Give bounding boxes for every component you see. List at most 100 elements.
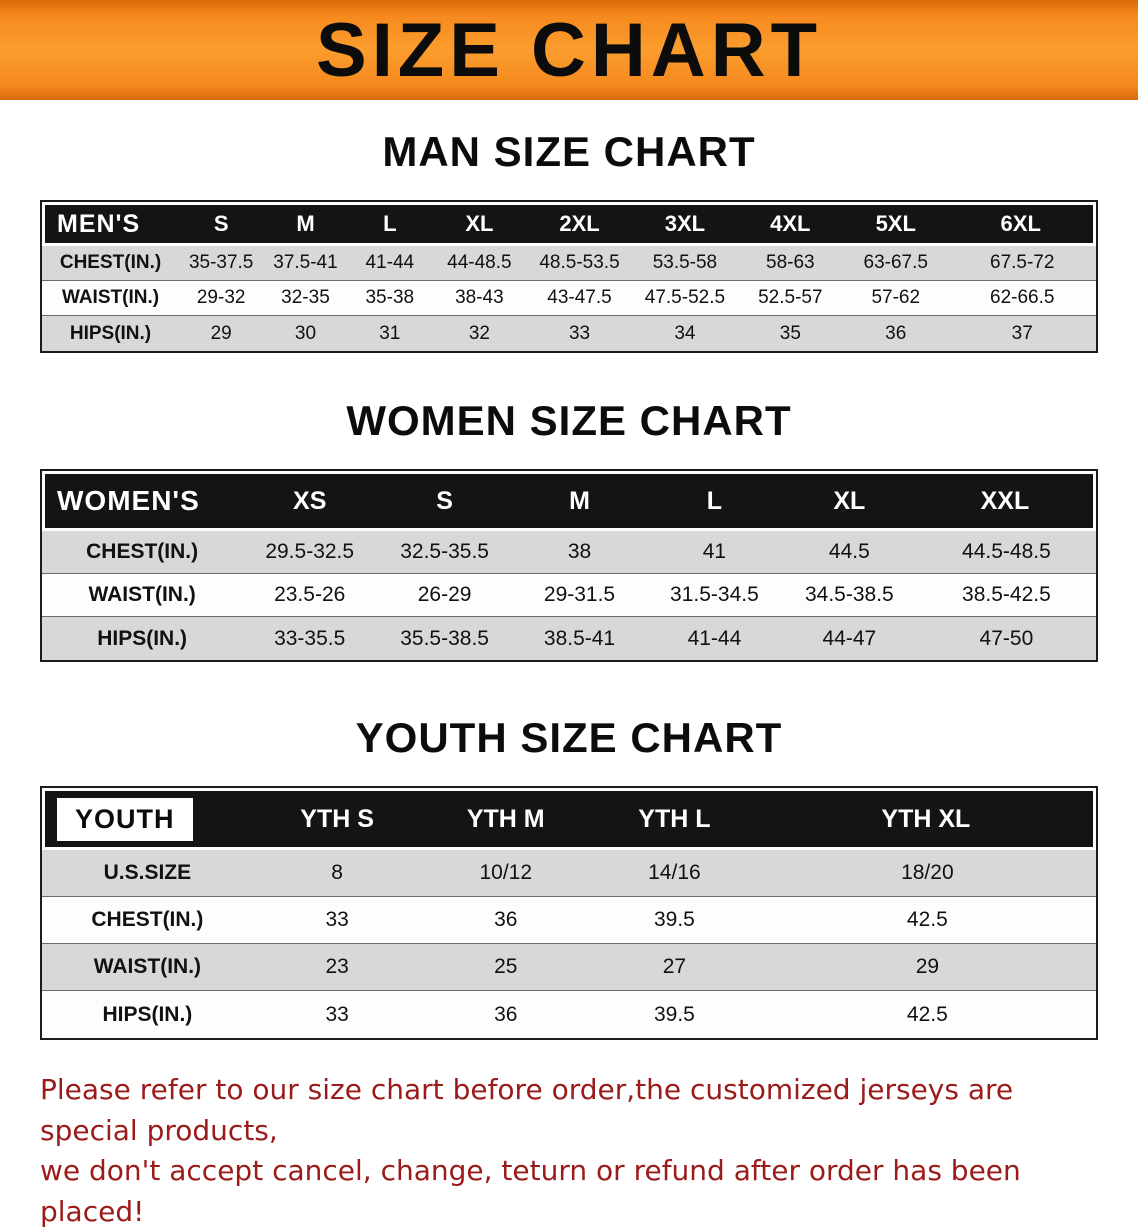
- header-label-text: YTH S: [300, 804, 374, 833]
- measurement-value: 67.5-72: [948, 246, 1096, 281]
- measurement-value: 36: [421, 897, 591, 944]
- page-title: SIZE CHART: [316, 7, 822, 93]
- measurement-value: 37.5-41: [263, 246, 348, 281]
- header-label-text: 3XL: [664, 211, 706, 236]
- measurement-value: 53.5-58: [632, 246, 738, 281]
- size-column-header: YTH M: [421, 788, 591, 850]
- size-column-header: XS: [242, 471, 378, 531]
- measurement-value: 30: [294, 322, 317, 344]
- size-column-header: 2XL: [526, 202, 633, 246]
- measurement-label: CHEST(IN.): [42, 897, 253, 944]
- size-column-header: S: [377, 471, 513, 531]
- header-label-text: M: [296, 211, 315, 236]
- size-column-header: 4XL: [737, 202, 844, 246]
- measurement-value: 44-48.5: [431, 246, 527, 281]
- measurement-value: 26-29: [377, 574, 513, 617]
- header-label-text: S: [213, 211, 229, 236]
- measurement-value: 18/20: [758, 850, 1096, 897]
- measurement-label: CHEST(IN.): [42, 246, 180, 281]
- measurement-label: WAIST(IN.): [42, 944, 253, 991]
- measurement-value: 57-62: [843, 281, 949, 316]
- size-column-header: M: [512, 471, 647, 531]
- measurement-value: 32-35: [263, 281, 348, 316]
- header-label-text: XL: [833, 486, 866, 515]
- measurement-value: 35.5-38.5: [400, 626, 489, 650]
- measurement-value: 31.5-34.5: [646, 574, 782, 617]
- measurement-value: 47.5-52.5: [632, 281, 738, 316]
- size-column-header: YTH XL: [758, 788, 1096, 850]
- measurement-value: 44.5: [781, 531, 917, 574]
- measurement-value: 29: [758, 944, 1096, 991]
- header-label-text: L: [383, 211, 397, 236]
- header-label-text: 2XL: [559, 211, 600, 236]
- size-column-header: 3XL: [632, 202, 738, 246]
- measurement-value: 39.5: [590, 897, 759, 944]
- measurement-value: 23.5-26: [242, 574, 378, 617]
- measurement-value: 29-32: [179, 281, 264, 316]
- header-label-text: 6XL: [1000, 211, 1041, 236]
- header-label-text: 5XL: [875, 211, 916, 236]
- table-header-row: YOUTH YTH S YTH M YTH L YTH XL: [42, 788, 1096, 850]
- measurement-value: 38.5-42.5: [916, 574, 1096, 617]
- measurement-value: 25: [421, 944, 591, 991]
- measurement-value: 34: [674, 322, 696, 344]
- header-label-text: S: [436, 486, 453, 515]
- measurement-value: 32: [468, 322, 490, 344]
- measurement-label: HIPS(IN.): [102, 1002, 193, 1026]
- header-label-text: M: [569, 486, 590, 515]
- disclaimer: Please refer to our size chart before or…: [40, 1070, 1098, 1232]
- measurement-value: 29.5-32.5: [242, 531, 378, 574]
- measurement-value: 44-47: [822, 626, 877, 650]
- size-column-header: L: [646, 471, 782, 531]
- measurement-row: HIPS(IN.) 29 30 31 32 33 34 35 36 37: [42, 316, 1096, 351]
- measurement-value: 36: [494, 1002, 518, 1026]
- measurement-value: 23: [252, 944, 422, 991]
- measurement-value: 52.5-57: [737, 281, 844, 316]
- measurement-value: 31: [379, 322, 401, 344]
- measurement-value: 10/12: [421, 850, 591, 897]
- measurement-value: 47-50: [979, 626, 1034, 650]
- measurement-value: 42.5: [758, 897, 1096, 944]
- measurement-label: U.S.SIZE: [42, 850, 253, 897]
- banner: SIZE CHART: [0, 0, 1138, 100]
- measurement-value: 39.5: [653, 1002, 695, 1026]
- disclaimer-line-2: we don't accept cancel, change, teturn o…: [40, 1154, 1021, 1228]
- header-label-text: XXL: [980, 486, 1030, 515]
- measurement-value: 44.5-48.5: [916, 531, 1096, 574]
- measurement-value: 35-38: [347, 281, 432, 316]
- size-column-header: XXL: [916, 471, 1096, 531]
- measurement-row: CHEST(IN.) 33 36 39.5 42.5: [42, 897, 1096, 944]
- measurement-label: WAIST(IN.): [42, 281, 180, 316]
- measurement-value: 35: [779, 322, 801, 344]
- measurement-value: 14/16: [590, 850, 759, 897]
- measurement-value: 33: [252, 897, 422, 944]
- measurement-value: 48.5-53.5: [526, 246, 633, 281]
- measurement-value: 29: [210, 322, 232, 344]
- measurement-row: U.S.SIZE 8 10/12 14/16 18/20: [42, 850, 1096, 897]
- youth-size-table: YOUTH YTH S YTH M YTH L YTH XL U.S.SIZE 8 10/12…: [40, 786, 1098, 1040]
- header-label-text: YTH L: [638, 804, 711, 833]
- header-label-text: YOUTH: [57, 797, 193, 841]
- table-group-label: WOMEN'S: [42, 471, 243, 531]
- size-column-header: 5XL: [843, 202, 949, 246]
- measurement-row: HIPS(IN.) 33 36 39.5 42.5: [42, 991, 1096, 1038]
- size-column-header: M: [263, 202, 348, 246]
- measurement-value: 32.5-35.5: [377, 531, 513, 574]
- measurement-value: 38.5-41: [543, 626, 616, 650]
- measurement-value: 33-35.5: [274, 626, 346, 650]
- measurement-label: CHEST(IN.): [42, 531, 243, 574]
- size-column-header: YTH L: [590, 788, 759, 850]
- size-column-header: 6XL: [948, 202, 1096, 246]
- size-column-header: XL: [781, 471, 917, 531]
- measurement-row: CHEST(IN.) 35-37.5 37.5-41 41-44 44-48.5 48.5…: [42, 246, 1096, 281]
- size-column-header: XL: [431, 202, 527, 246]
- measurement-label: HIPS(IN.): [69, 322, 152, 344]
- header-label-text: XS: [293, 486, 327, 515]
- table-header-row: WOMEN'S XS S M L XL XXL: [42, 471, 1096, 531]
- measurement-row: CHEST(IN.) 29.5-32.5 32.5-35.5 38 41 44.5 44.5…: [42, 531, 1096, 574]
- youth-size-chart-heading: YOUTH SIZE CHART: [355, 714, 783, 761]
- measurement-value: 27: [590, 944, 759, 991]
- measurement-value: 41: [646, 531, 782, 574]
- measurement-value: 43-47.5: [526, 281, 633, 316]
